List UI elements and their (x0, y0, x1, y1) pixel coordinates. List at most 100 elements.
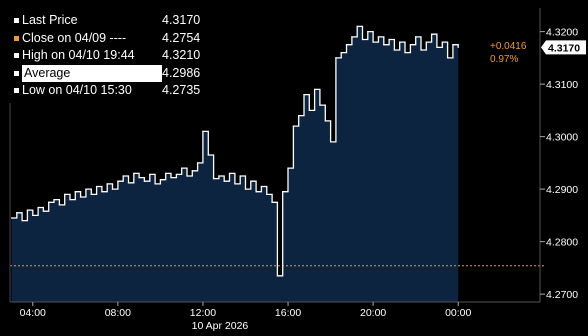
price-point (308, 109, 310, 111)
x-tick-label: 16:00 (275, 307, 301, 319)
price-point (415, 36, 417, 38)
price-point (223, 180, 225, 182)
x-tick-label: 12:00 (190, 307, 216, 319)
price-point (271, 201, 273, 203)
price-point (74, 191, 76, 193)
price-point (335, 57, 337, 59)
legend-row: Average 4.2986 (14, 64, 214, 82)
legend-swatch (14, 53, 19, 59)
price-point (159, 179, 161, 181)
price-point (388, 38, 390, 41)
price-point (239, 175, 241, 177)
plot-area (10, 25, 544, 303)
price-point (64, 193, 66, 195)
legend-label: High on 04/10 19:44 (22, 48, 135, 62)
price-point (399, 41, 401, 43)
price-point (234, 183, 236, 185)
price-point (383, 44, 385, 46)
price-point (191, 170, 193, 172)
price-point (95, 185, 98, 188)
price-point (260, 185, 263, 188)
price-point (356, 25, 358, 27)
x-tick-label: 04:00 (20, 307, 46, 319)
price-point (138, 176, 140, 179)
price-point (345, 44, 348, 46)
last-price-tag (541, 40, 586, 55)
y-tick-label: 4.2800 (546, 237, 578, 249)
price-point (372, 41, 374, 43)
y-tick-label: 4.2700 (546, 289, 578, 301)
legend-label: Low on 04/10 15:30 (22, 83, 132, 97)
price-point (377, 36, 380, 38)
legend-value: 4.2735 (162, 83, 201, 97)
price-point (255, 191, 257, 193)
price-point (276, 275, 278, 277)
price-point (431, 33, 433, 35)
legend-value: 4.3210 (162, 48, 201, 62)
legend-label: Average (22, 64, 162, 82)
price-point (170, 176, 172, 179)
price-point (37, 206, 39, 209)
legend-value: 4.2986 (162, 65, 201, 80)
legend-swatch (14, 88, 19, 94)
price-point (133, 172, 135, 174)
price-point (53, 199, 55, 201)
legend-label: Last Price (22, 13, 78, 27)
price-point (111, 188, 114, 190)
x-tick-label: 00:00 (445, 307, 471, 319)
legend-row: Low on 04/10 15:30 4.2735 (14, 82, 214, 100)
price-point (212, 178, 215, 180)
y-tick-label: 4.2900 (546, 184, 578, 196)
price-point (287, 167, 289, 169)
legend-value: 4.2754 (162, 30, 201, 45)
price-point (452, 44, 454, 46)
price-point (282, 191, 284, 193)
legend-swatch (14, 18, 19, 24)
price-point (143, 180, 146, 182)
legend-swatch (14, 35, 19, 41)
price-point (90, 193, 92, 195)
price-point (106, 183, 108, 185)
price-point (314, 88, 316, 90)
price-point (393, 49, 395, 51)
price-point (303, 94, 305, 96)
price-point (58, 204, 60, 206)
price-point (367, 31, 369, 33)
price-point (361, 38, 364, 41)
price-point (175, 173, 177, 176)
price-point (298, 115, 300, 117)
legend-swatch (14, 70, 19, 76)
price-point (85, 188, 87, 190)
price-point (32, 214, 34, 216)
price-point (154, 183, 156, 185)
change-percent: 0.97% (490, 54, 518, 65)
price-point (218, 175, 220, 177)
axes: 4.3200 4.3100 4.3000 4.2900 4.2800 4.2700 04:0… (9, 8, 586, 332)
price-point (101, 191, 103, 193)
y-tick-label: 4.3200 (546, 27, 578, 39)
price-area-fill (11, 26, 459, 303)
price-point (10, 217, 13, 219)
price-point (69, 199, 71, 201)
price-point (244, 188, 247, 190)
price-point (197, 162, 199, 164)
price-point (441, 41, 443, 43)
legend-row: High on 04/10 19:44 4.3210 (14, 47, 214, 65)
price-point (149, 173, 151, 176)
price-point (181, 167, 183, 169)
legend-row: Close on 04/09 ---- 4.2754 (14, 30, 214, 48)
price-point (80, 196, 82, 198)
price-point (228, 172, 231, 174)
price-point (16, 212, 18, 214)
y-tick-label: 4.3000 (546, 132, 578, 144)
price-point (457, 46, 459, 48)
y-tick-label: 4.3100 (546, 79, 578, 91)
price-point (340, 52, 342, 54)
price-point (292, 125, 294, 127)
price-point (404, 52, 406, 54)
price-point (21, 220, 23, 222)
price-point (446, 57, 449, 59)
price-point (122, 175, 124, 177)
price-point (250, 180, 252, 182)
